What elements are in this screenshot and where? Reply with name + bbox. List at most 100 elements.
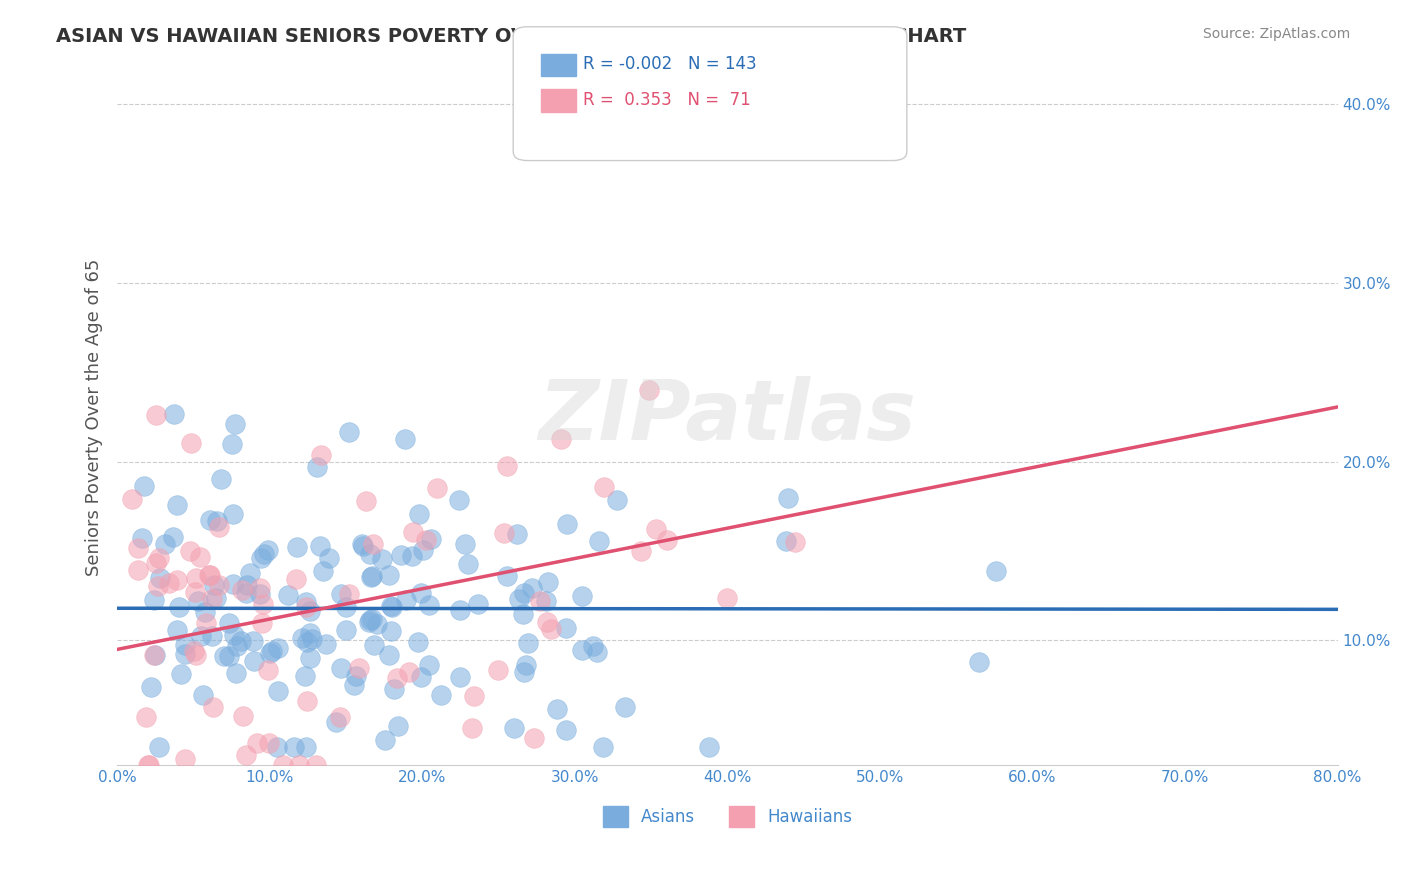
Point [775,534,797,549]
Point [359,613,381,627]
Point [461,721,484,735]
Point [295,740,318,755]
Point [536,615,558,630]
Point [186,571,208,585]
Text: R = -0.002   N = 143: R = -0.002 N = 143 [583,55,756,73]
Point [283,740,305,755]
Point [325,715,347,730]
Point [363,638,385,652]
Point [360,570,382,584]
Point [420,533,443,547]
Point [291,631,314,645]
Text: ZIPatlas: ZIPatlas [538,376,917,458]
Point [505,527,527,541]
Point [139,680,162,694]
Point [198,568,221,582]
Point [555,621,578,635]
Point [205,515,228,529]
Legend: Asians, Hawaiians: Asians, Hawaiians [596,800,859,833]
Point [335,624,357,638]
Point [186,648,208,662]
Point [330,587,353,601]
Point [259,646,281,660]
Point [288,758,311,772]
Point [409,586,432,600]
Point [783,535,806,549]
Point [145,408,167,422]
Point [450,603,472,617]
Point [252,547,274,561]
Point [202,578,225,592]
Point [305,758,328,772]
Point [208,578,231,592]
Point [418,658,440,673]
Point [194,605,217,619]
Point [298,625,321,640]
Point [235,586,257,600]
Point [644,522,666,536]
Point [187,594,209,608]
Point [142,648,165,662]
Point [198,568,221,582]
Point [402,525,425,540]
Point [520,581,543,595]
Point [415,533,437,547]
Point [257,663,280,677]
Point [222,508,245,522]
Point [143,648,166,662]
Point [224,417,246,432]
Point [131,531,153,545]
Point [361,612,384,626]
Point [173,752,195,766]
Point [366,617,388,632]
Point [202,700,225,714]
Point [380,624,402,639]
Point [394,593,416,607]
Point [571,643,593,657]
Point [356,494,378,508]
Point [606,493,628,508]
Point [488,663,510,677]
Point [492,525,515,540]
Point [195,616,218,631]
Point [401,549,423,564]
Point [284,572,307,586]
Point [536,594,558,608]
Text: Source: ZipAtlas.com: Source: ZipAtlas.com [1202,27,1350,41]
Point [374,732,396,747]
Point [239,566,262,580]
Point [638,384,661,398]
Point [271,758,294,772]
Point [967,655,990,669]
Point [377,567,399,582]
Point [132,479,155,493]
Point [166,573,188,587]
Point [463,690,485,704]
Point [382,681,405,696]
Point [295,635,318,649]
Point [592,740,614,755]
Point [266,740,288,755]
Point [347,660,370,674]
Point [260,644,283,658]
Point [148,740,170,755]
Point [135,709,157,723]
Point [250,615,273,630]
Point [699,740,721,755]
Point [174,647,197,661]
Point [546,702,568,716]
Point [613,700,636,714]
Point [249,587,271,601]
Point [183,643,205,657]
Point [148,551,170,566]
Point [236,577,259,591]
Point [412,543,434,558]
Point [249,551,271,566]
Point [408,635,430,649]
Point [523,731,546,745]
Point [515,658,537,673]
Point [554,723,576,737]
Point [986,564,1008,578]
Point [343,678,366,692]
Point [301,632,323,647]
